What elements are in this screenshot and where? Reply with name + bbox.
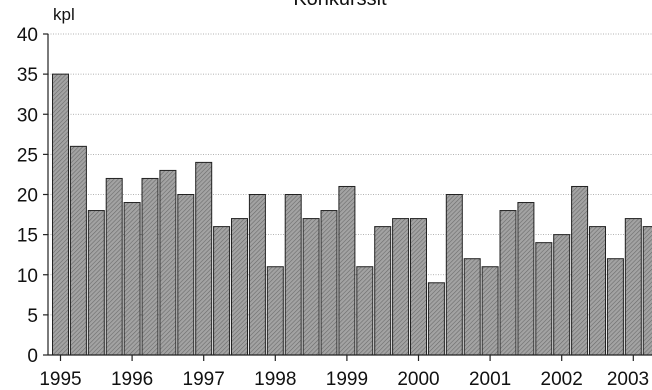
bars bbox=[53, 74, 652, 355]
bar bbox=[536, 243, 552, 355]
bar bbox=[249, 195, 265, 356]
x-tick-label: 1995 bbox=[39, 369, 81, 390]
bar bbox=[70, 146, 86, 355]
x-tick-label: 2001 bbox=[469, 369, 511, 390]
bar bbox=[124, 203, 140, 355]
bar bbox=[142, 178, 158, 355]
y-tick-label: 35 bbox=[17, 65, 38, 86]
bar bbox=[339, 186, 355, 355]
y-axis-ticks: 0 5 10 15 20 25 30 35 40 bbox=[17, 25, 48, 367]
bar bbox=[106, 178, 122, 355]
y-tick-label: 10 bbox=[17, 266, 38, 287]
bar bbox=[464, 259, 480, 355]
y-tick-label: 20 bbox=[17, 186, 38, 207]
bar bbox=[357, 267, 373, 355]
y-tick-label: 5 bbox=[27, 306, 38, 327]
y-unit-label: kpl bbox=[53, 5, 75, 24]
bar bbox=[500, 211, 516, 355]
chart-title: Konkurssit bbox=[293, 0, 387, 10]
bar bbox=[411, 219, 427, 355]
bar bbox=[446, 195, 462, 356]
x-tick-label: 1998 bbox=[254, 369, 296, 390]
y-tick-label: 25 bbox=[17, 145, 38, 166]
bar bbox=[267, 267, 283, 355]
x-tick-label: 1997 bbox=[183, 369, 225, 390]
bar bbox=[393, 219, 409, 355]
y-tick-label: 0 bbox=[27, 346, 38, 367]
y-tick-label: 15 bbox=[17, 226, 38, 247]
bar bbox=[232, 219, 248, 355]
bar bbox=[590, 227, 606, 355]
bar bbox=[375, 227, 391, 355]
bar bbox=[607, 259, 623, 355]
bar bbox=[554, 235, 570, 355]
y-tick-label: 30 bbox=[17, 105, 38, 126]
bar bbox=[178, 195, 194, 356]
x-tick-label: 1996 bbox=[111, 369, 153, 390]
bar bbox=[214, 227, 230, 355]
bar bbox=[88, 211, 104, 355]
bar bbox=[285, 195, 301, 356]
bar bbox=[572, 186, 588, 355]
bar bbox=[428, 283, 444, 355]
bar bbox=[482, 267, 498, 355]
x-tick-label: 2002 bbox=[541, 369, 583, 390]
bar bbox=[53, 74, 69, 355]
x-tick-label: 1999 bbox=[326, 369, 368, 390]
bar bbox=[160, 170, 176, 355]
x-axis-ticks: 1995 1996 1997 1998 1999 2000 2001 2002 2003 bbox=[39, 355, 649, 390]
bar bbox=[321, 211, 337, 355]
bar bbox=[625, 219, 641, 355]
bar bbox=[643, 227, 652, 355]
bar bbox=[196, 162, 212, 355]
y-tick-label: 40 bbox=[17, 25, 38, 46]
bar bbox=[303, 219, 319, 355]
x-tick-label: 2003 bbox=[607, 369, 649, 390]
x-tick-label: 2000 bbox=[397, 369, 439, 390]
bar bbox=[518, 203, 534, 355]
